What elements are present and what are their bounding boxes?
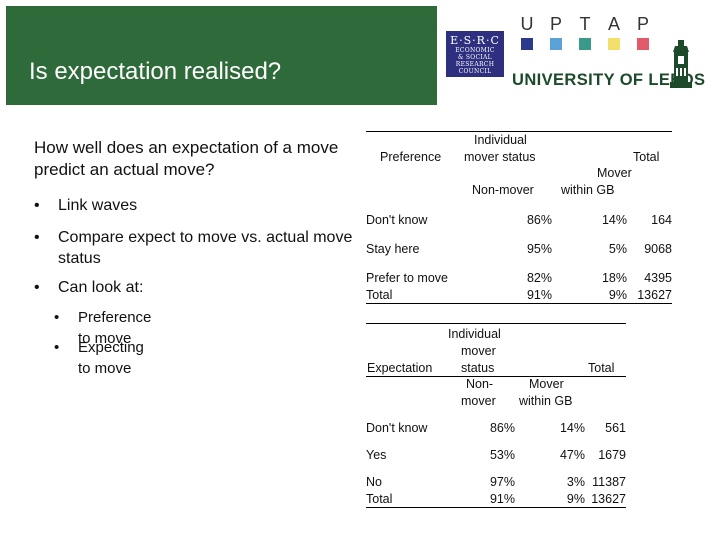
table-cell: 9% bbox=[566, 492, 585, 506]
bullet-dot: • bbox=[34, 197, 40, 214]
table-cell: 13627 bbox=[591, 492, 626, 506]
column-header: within GB bbox=[519, 394, 573, 408]
uptap-square bbox=[608, 38, 620, 50]
row-label: Don't know bbox=[366, 213, 428, 227]
row-label: Prefer to move bbox=[366, 271, 448, 285]
esrc-logo-initials: E·S·R·C bbox=[450, 34, 500, 47]
esrc-logo-line: RESEARCH bbox=[455, 61, 495, 68]
column-header: Mover bbox=[597, 166, 632, 180]
table-rule bbox=[366, 507, 626, 508]
uptap-square bbox=[579, 38, 591, 50]
table-rule bbox=[366, 376, 626, 377]
table-rule bbox=[366, 323, 626, 324]
group-header: status bbox=[461, 361, 495, 375]
table-cell: 5% bbox=[608, 242, 627, 256]
total-header: Total bbox=[633, 150, 660, 164]
page-title: Is expectation realised? bbox=[29, 58, 282, 85]
total-header: Total bbox=[588, 361, 615, 375]
table-cell: 95% bbox=[526, 242, 552, 256]
bullet-dot: • bbox=[34, 279, 40, 296]
row-label: Total bbox=[366, 492, 393, 506]
table-cell: 14% bbox=[559, 421, 585, 435]
bullet-text: Link waves bbox=[58, 197, 138, 214]
table-rule bbox=[366, 131, 672, 132]
bullet-text: Compare expect to move vs. actual move s… bbox=[58, 229, 353, 267]
sub-bullet-text: Preference to move bbox=[78, 309, 152, 347]
table-cell: 561 bbox=[605, 421, 626, 435]
uptap-letter: A bbox=[607, 14, 620, 34]
esrc-logo-line: ECONOMIC bbox=[455, 47, 495, 54]
bullet-text: Can look at: bbox=[58, 279, 144, 296]
table-cell: 13627 bbox=[637, 288, 672, 302]
group-header: Individual bbox=[474, 133, 527, 147]
row-label: Don't know bbox=[366, 421, 428, 435]
uptap-square bbox=[521, 38, 533, 50]
bullet-dot: • bbox=[54, 339, 60, 356]
column-header: Mover bbox=[529, 377, 564, 391]
leeds-building-icon bbox=[670, 40, 692, 88]
column-header: mover bbox=[461, 394, 496, 408]
university-name: UNIVERSITY OF LEEDS bbox=[512, 71, 706, 89]
group-header: mover bbox=[461, 344, 496, 358]
table-cell: 91% bbox=[489, 492, 515, 506]
sub-bullet-text: Expecting to move bbox=[78, 339, 144, 377]
question-text: How well does an expectation of a move p… bbox=[34, 138, 339, 179]
column-header: Non-mover bbox=[472, 183, 534, 197]
uptap-square bbox=[550, 38, 562, 50]
group-header: Individual bbox=[448, 327, 501, 341]
table-cell: 53% bbox=[489, 448, 515, 462]
row-label: No bbox=[366, 475, 382, 489]
table-cell: 97% bbox=[489, 475, 515, 489]
table-cell: 11387 bbox=[592, 475, 626, 489]
uptap-letter: T bbox=[579, 14, 591, 34]
table-cell: 86% bbox=[489, 421, 515, 435]
esrc-logo-line: COUNCIL bbox=[458, 68, 492, 75]
bullet-dot: • bbox=[34, 229, 40, 246]
bullet-dot: • bbox=[54, 309, 60, 326]
table-cell: 18% bbox=[601, 271, 627, 285]
table-cell: 86% bbox=[526, 213, 552, 227]
table-rule bbox=[366, 303, 672, 304]
table-cell: 9068 bbox=[644, 242, 672, 256]
esrc-logo: E·S·R·C ECONOMIC & SOCIAL RESEARCH COUNC… bbox=[446, 31, 504, 77]
uptap-letter: U bbox=[520, 14, 534, 34]
row-header: Expectation bbox=[367, 361, 433, 375]
uptap-square bbox=[637, 38, 649, 50]
esrc-logo-line: & SOCIAL bbox=[458, 54, 492, 61]
row-label: Stay here bbox=[366, 242, 420, 256]
uptap-letter: P bbox=[549, 14, 562, 34]
table-cell: 1679 bbox=[598, 448, 626, 462]
table-cell: 82% bbox=[526, 271, 552, 285]
table-cell: 91% bbox=[526, 288, 552, 302]
row-label: Yes bbox=[366, 448, 387, 462]
uptap-letter: P bbox=[636, 14, 649, 34]
row-label: Total bbox=[366, 288, 393, 302]
column-header: Non- bbox=[466, 377, 494, 391]
table-cell: 164 bbox=[651, 213, 672, 227]
table-cell: 47% bbox=[559, 448, 585, 462]
row-header: Preference bbox=[380, 150, 442, 164]
table-cell: 4395 bbox=[644, 271, 672, 285]
table-cell: 14% bbox=[601, 213, 627, 227]
column-header: within GB bbox=[561, 183, 615, 197]
table-cell: 9% bbox=[608, 288, 627, 302]
table-cell: 3% bbox=[566, 475, 585, 489]
group-header: mover status bbox=[464, 150, 536, 164]
